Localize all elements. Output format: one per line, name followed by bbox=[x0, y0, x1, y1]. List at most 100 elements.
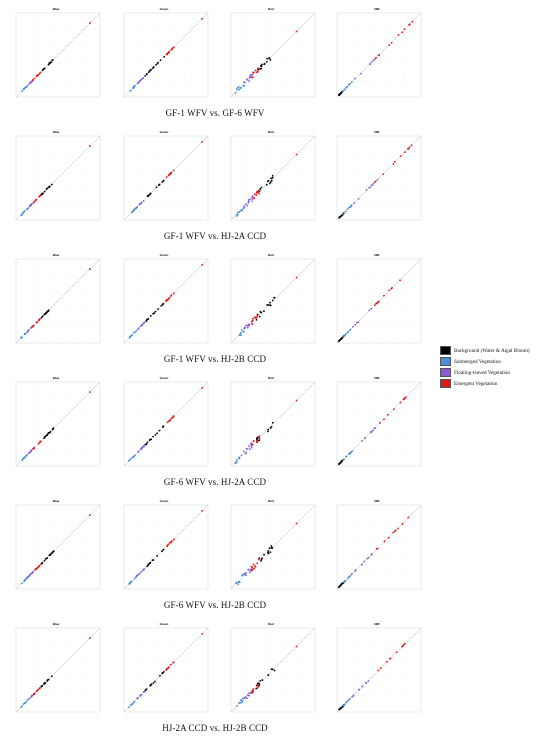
data-point bbox=[237, 583, 240, 586]
data-point bbox=[386, 413, 389, 416]
data-point bbox=[128, 582, 131, 585]
data-point bbox=[364, 436, 366, 439]
data-point bbox=[255, 318, 258, 321]
one-to-one-line bbox=[230, 381, 316, 467]
data-point bbox=[256, 190, 258, 193]
data-point bbox=[43, 436, 46, 438]
data-point bbox=[162, 548, 165, 551]
data-point bbox=[173, 538, 175, 541]
data-point bbox=[172, 416, 174, 419]
data-point bbox=[353, 77, 356, 80]
data-point bbox=[271, 299, 274, 302]
data-point bbox=[239, 701, 242, 704]
data-point bbox=[165, 176, 168, 178]
data-point bbox=[339, 461, 342, 464]
data-point bbox=[172, 292, 175, 295]
data-point bbox=[342, 458, 345, 461]
band-title: Red bbox=[268, 376, 274, 380]
data-point bbox=[140, 447, 142, 450]
data-point bbox=[338, 708, 341, 711]
data-point bbox=[241, 697, 244, 700]
data-point bbox=[411, 20, 414, 23]
data-point bbox=[342, 581, 345, 584]
data-point bbox=[168, 541, 171, 544]
data-point bbox=[243, 206, 246, 209]
scatter-plot: NIR bbox=[336, 7, 422, 98]
data-point bbox=[253, 197, 256, 199]
data-point bbox=[139, 79, 142, 82]
data-point bbox=[401, 31, 404, 34]
data-point bbox=[258, 439, 260, 442]
data-point bbox=[363, 560, 366, 563]
data-point bbox=[38, 441, 41, 444]
data-point bbox=[346, 577, 349, 580]
data-point bbox=[271, 176, 274, 179]
data-point bbox=[50, 675, 53, 678]
scatter-panel-blue: Blue bbox=[6, 497, 106, 597]
data-point bbox=[38, 319, 40, 322]
data-point bbox=[89, 22, 91, 24]
band-title: Green bbox=[160, 622, 169, 626]
data-point bbox=[240, 454, 243, 457]
data-point bbox=[376, 547, 379, 550]
data-point bbox=[20, 706, 23, 709]
data-point bbox=[38, 687, 41, 690]
data-point bbox=[89, 145, 91, 147]
data-point bbox=[154, 680, 156, 683]
data-point bbox=[251, 569, 253, 572]
data-point bbox=[338, 93, 340, 96]
data-point bbox=[252, 440, 255, 442]
legend-label: Floating-leaved Vegetation bbox=[454, 369, 510, 376]
data-point bbox=[155, 63, 157, 66]
data-point bbox=[30, 203, 33, 205]
data-point bbox=[295, 399, 298, 402]
data-point bbox=[133, 84, 136, 87]
data-point bbox=[261, 679, 264, 681]
data-point bbox=[27, 330, 29, 332]
scatter-panel-blue: Blue bbox=[6, 128, 106, 228]
row-title: GF-1 WFV vs. HJ-2A CCD bbox=[163, 231, 267, 241]
data-point bbox=[169, 663, 172, 666]
scatter-plot: Blue bbox=[15, 253, 101, 344]
data-point bbox=[390, 41, 393, 44]
data-point bbox=[172, 661, 175, 664]
scatter-panel-red: Red bbox=[221, 497, 321, 597]
data-point bbox=[132, 331, 135, 334]
data-point bbox=[168, 296, 171, 299]
data-point bbox=[269, 182, 271, 185]
data-point bbox=[28, 574, 31, 577]
data-point bbox=[353, 202, 356, 205]
data-point bbox=[295, 645, 298, 648]
data-point bbox=[237, 457, 240, 460]
band-title: NIR bbox=[374, 622, 380, 626]
data-point bbox=[376, 302, 379, 304]
data-point bbox=[150, 68, 152, 71]
data-point bbox=[50, 183, 53, 186]
data-point bbox=[201, 386, 204, 389]
data-point bbox=[253, 316, 256, 319]
data-point bbox=[269, 181, 272, 183]
data-point bbox=[46, 680, 49, 682]
data-point bbox=[35, 199, 37, 201]
data-point bbox=[238, 211, 241, 214]
data-point bbox=[352, 325, 354, 328]
data-point bbox=[251, 76, 254, 79]
data-point bbox=[256, 562, 259, 565]
data-point bbox=[20, 582, 23, 585]
data-point bbox=[249, 198, 252, 201]
data-point bbox=[403, 151, 406, 154]
one-to-one-line bbox=[15, 258, 101, 344]
data-point bbox=[129, 89, 132, 92]
data-point bbox=[247, 568, 250, 571]
data-point bbox=[168, 50, 170, 53]
data-point bbox=[348, 698, 351, 700]
data-point bbox=[30, 695, 33, 698]
data-point bbox=[248, 80, 251, 82]
data-point bbox=[44, 558, 47, 560]
data-point bbox=[156, 555, 159, 557]
data-point bbox=[48, 431, 51, 434]
data-point bbox=[267, 674, 270, 677]
one-to-one-line bbox=[230, 504, 316, 590]
data-point bbox=[393, 160, 396, 163]
data-point bbox=[349, 575, 352, 577]
